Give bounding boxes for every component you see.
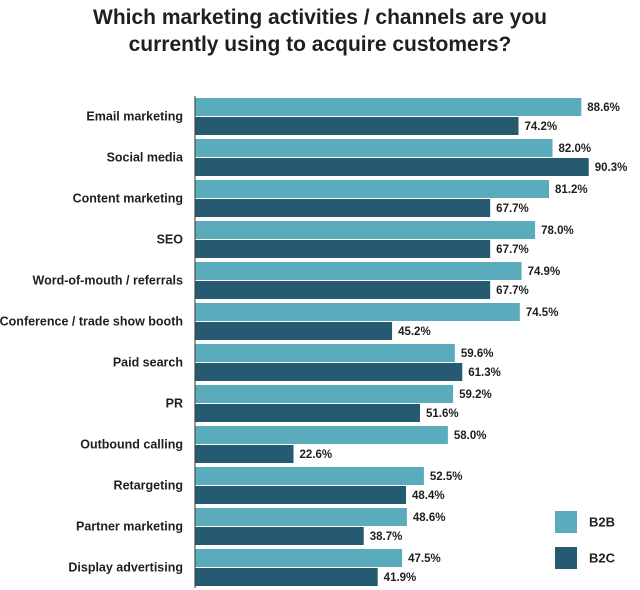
value-label: 47.5% bbox=[408, 553, 441, 565]
bar-b2b bbox=[195, 221, 536, 239]
bar-b2b bbox=[195, 98, 582, 116]
value-label: 67.7% bbox=[496, 244, 529, 256]
bar-b2b bbox=[195, 344, 455, 362]
value-label: 45.2% bbox=[398, 326, 431, 338]
value-label: 61.3% bbox=[468, 367, 501, 379]
bar-b2c bbox=[195, 486, 407, 504]
bar-b2b bbox=[195, 508, 407, 526]
legend-label-b2c: B2C bbox=[589, 550, 616, 565]
value-label: 51.6% bbox=[426, 408, 459, 420]
bar-b2b bbox=[195, 303, 520, 321]
category-label: Word-of-mouth / referrals bbox=[33, 273, 184, 287]
category-label: Display advertising bbox=[68, 560, 183, 574]
bar-b2b bbox=[195, 549, 403, 567]
value-label: 59.2% bbox=[459, 389, 492, 401]
value-label: 74.2% bbox=[525, 121, 558, 133]
value-label: 38.7% bbox=[370, 531, 403, 543]
category-label: Paid search bbox=[113, 355, 183, 369]
bar-b2b bbox=[195, 180, 550, 198]
category-label: Partner marketing bbox=[76, 519, 183, 533]
bar-b2c bbox=[195, 404, 420, 422]
value-label: 22.6% bbox=[300, 449, 333, 461]
value-label: 67.7% bbox=[496, 285, 529, 297]
bar-b2c bbox=[195, 117, 519, 135]
legend-swatch-b2c bbox=[555, 547, 577, 569]
bar-b2c bbox=[195, 445, 294, 463]
bar-b2b bbox=[195, 467, 424, 485]
category-label: Conference / trade show booth bbox=[0, 314, 183, 328]
value-label: 41.9% bbox=[384, 572, 417, 584]
value-label: 81.2% bbox=[555, 184, 588, 196]
value-label: 48.4% bbox=[412, 490, 445, 502]
category-label: Social media bbox=[107, 150, 184, 164]
bar-b2b bbox=[195, 262, 522, 280]
bar-b2c bbox=[195, 158, 589, 176]
value-label: 74.5% bbox=[526, 307, 559, 319]
value-label: 58.0% bbox=[454, 430, 487, 442]
chart-title-line-1: Which marketing activities / channels ar… bbox=[93, 6, 547, 29]
bar-b2b bbox=[195, 385, 454, 403]
bar-b2b bbox=[195, 426, 448, 444]
legend-label-b2b: B2B bbox=[589, 514, 615, 529]
category-label: Email marketing bbox=[86, 109, 183, 123]
value-label: 90.3% bbox=[595, 162, 628, 174]
bar-b2c bbox=[195, 281, 491, 299]
value-label: 67.7% bbox=[496, 203, 529, 215]
bar-b2c bbox=[195, 199, 491, 217]
chart-title-line-2: currently using to acquire customers? bbox=[128, 33, 512, 56]
bar-b2c bbox=[195, 240, 491, 258]
bar-b2c bbox=[195, 568, 378, 586]
bar-b2b bbox=[195, 139, 553, 157]
value-label: 82.0% bbox=[559, 143, 592, 155]
bar-b2c bbox=[195, 363, 463, 381]
category-label: Content marketing bbox=[73, 191, 183, 205]
value-label: 48.6% bbox=[413, 512, 446, 524]
legend-swatch-b2b bbox=[555, 511, 577, 533]
category-label: Outbound calling bbox=[80, 437, 183, 451]
bar-b2c bbox=[195, 527, 364, 545]
chart-title: Which marketing activities / channels ar… bbox=[0, 4, 640, 58]
value-label: 59.6% bbox=[461, 348, 494, 360]
value-label: 78.0% bbox=[541, 225, 574, 237]
value-label: 74.9% bbox=[528, 266, 561, 278]
bar-b2c bbox=[195, 322, 393, 340]
value-label: 88.6% bbox=[587, 102, 620, 114]
category-label: Retargeting bbox=[114, 478, 183, 492]
category-label: SEO bbox=[157, 232, 184, 246]
category-label: PR bbox=[166, 396, 183, 410]
value-label: 52.5% bbox=[430, 471, 463, 483]
